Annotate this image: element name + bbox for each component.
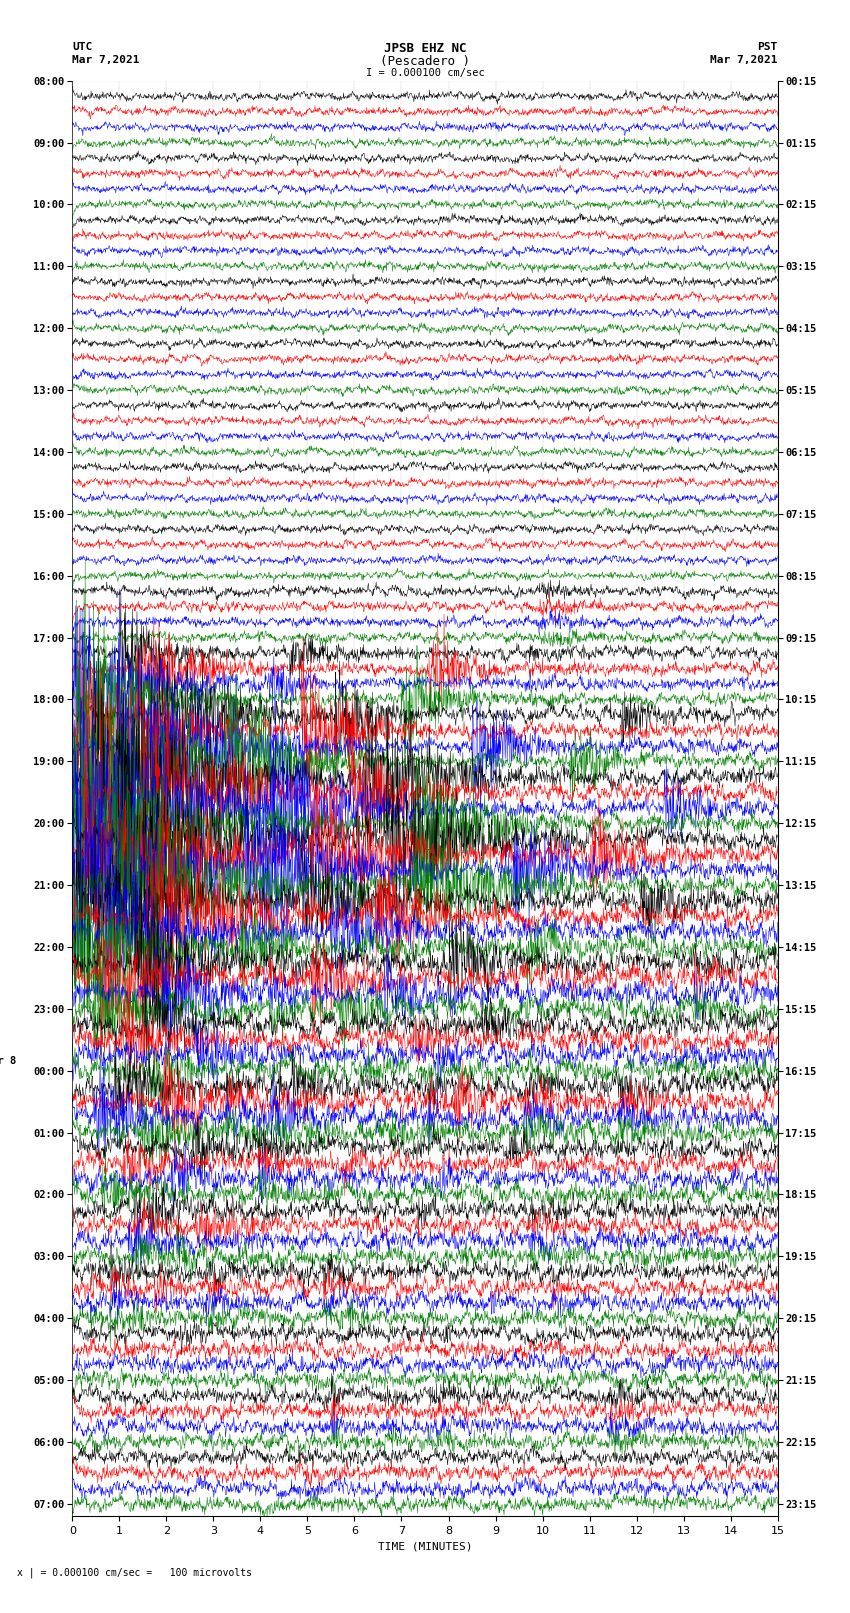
Text: x | = 0.000100 cm/sec =   100 microvolts: x | = 0.000100 cm/sec = 100 microvolts <box>17 1566 252 1578</box>
Text: (Pescadero ): (Pescadero ) <box>380 55 470 68</box>
Text: Mar 7,2021: Mar 7,2021 <box>711 55 778 65</box>
X-axis label: TIME (MINUTES): TIME (MINUTES) <box>377 1542 473 1552</box>
Text: UTC: UTC <box>72 42 93 52</box>
Text: Mar 8: Mar 8 <box>0 1057 16 1066</box>
Text: PST: PST <box>757 42 778 52</box>
Text: I = 0.000100 cm/sec: I = 0.000100 cm/sec <box>366 68 484 77</box>
Text: Mar 7,2021: Mar 7,2021 <box>72 55 139 65</box>
Text: JPSB EHZ NC: JPSB EHZ NC <box>383 42 467 55</box>
